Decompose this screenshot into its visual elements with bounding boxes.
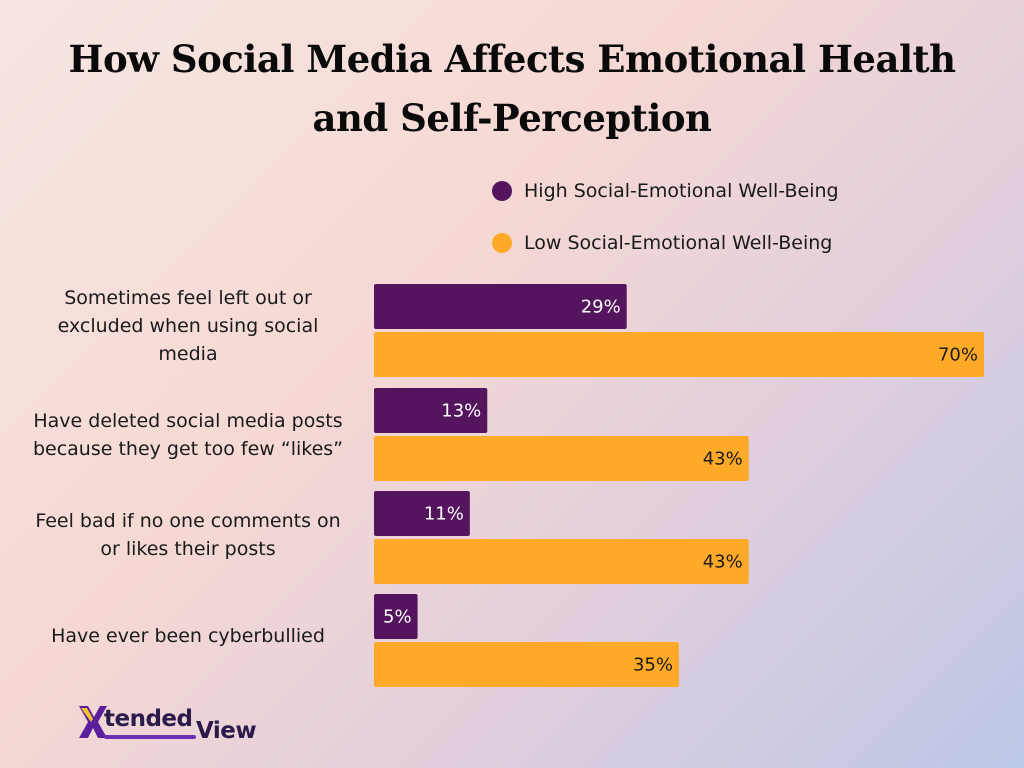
logo-x-mark bbox=[79, 706, 107, 738]
category-label-left-out: Sometimes feel left out or excluded when… bbox=[18, 284, 358, 368]
category-label-line: Have deleted social media posts bbox=[33, 410, 343, 432]
category-label-line: Sometimes feel left out or bbox=[64, 287, 312, 309]
bar-value-label-high-2: 11% bbox=[424, 504, 464, 525]
chart-title: How Social Media Affects Emotional Healt… bbox=[0, 30, 1024, 148]
bar-value-label-high-0: 29% bbox=[581, 297, 621, 318]
bar-high-3 bbox=[374, 594, 418, 639]
category-label-deleted-posts: Have deleted social media posts because … bbox=[18, 407, 358, 463]
logo-underline bbox=[104, 735, 196, 739]
legend-swatch-high bbox=[492, 181, 512, 201]
logo-text-tended: tended bbox=[104, 706, 193, 732]
bar-value-label-high-1: 13% bbox=[441, 401, 481, 422]
xtendedview-logo: tended View bbox=[78, 702, 268, 750]
bar-low-2 bbox=[374, 539, 749, 584]
logo-text-view: View bbox=[196, 718, 257, 744]
legend: High Social-Emotional Well-Being Low Soc… bbox=[492, 176, 839, 280]
bar-low-1 bbox=[374, 436, 749, 481]
legend-item-low: Low Social-Emotional Well-Being bbox=[492, 228, 839, 258]
category-label-line: Feel bad if no one comments on bbox=[35, 510, 341, 532]
category-label-feel-bad: Feel bad if no one comments on or likes … bbox=[18, 507, 358, 563]
bar-value-label-high-3: 5% bbox=[383, 607, 412, 628]
bar-low-3 bbox=[374, 642, 679, 687]
bar-value-label-low-1: 43% bbox=[703, 449, 743, 470]
bar-value-label-low-3: 35% bbox=[633, 655, 673, 676]
chart-title-line-2: and Self-Perception bbox=[312, 96, 712, 140]
legend-swatch-low bbox=[492, 233, 512, 253]
category-label-line: or likes their posts bbox=[100, 538, 276, 560]
legend-label-low: Low Social-Emotional Well-Being bbox=[524, 232, 833, 254]
chart-title-line-1: How Social Media Affects Emotional Healt… bbox=[68, 37, 957, 81]
category-label-line: excluded when using social bbox=[57, 315, 319, 337]
category-label-line: media bbox=[158, 343, 218, 365]
legend-label-high: High Social-Emotional Well-Being bbox=[524, 180, 839, 202]
category-label-line: because they get too few “likes” bbox=[32, 438, 344, 460]
category-label-line: Have ever been cyberbullied bbox=[51, 625, 325, 647]
bar-value-label-low-0: 70% bbox=[938, 345, 978, 366]
bar-low-0 bbox=[374, 332, 984, 377]
bar-high-0 bbox=[374, 284, 627, 329]
bar-high-1 bbox=[374, 388, 488, 433]
bar-high-2 bbox=[374, 491, 470, 536]
bar-value-label-low-2: 43% bbox=[703, 552, 743, 573]
category-label-cyberbullied: Have ever been cyberbullied bbox=[18, 622, 358, 650]
legend-item-high: High Social-Emotional Well-Being bbox=[492, 176, 839, 206]
